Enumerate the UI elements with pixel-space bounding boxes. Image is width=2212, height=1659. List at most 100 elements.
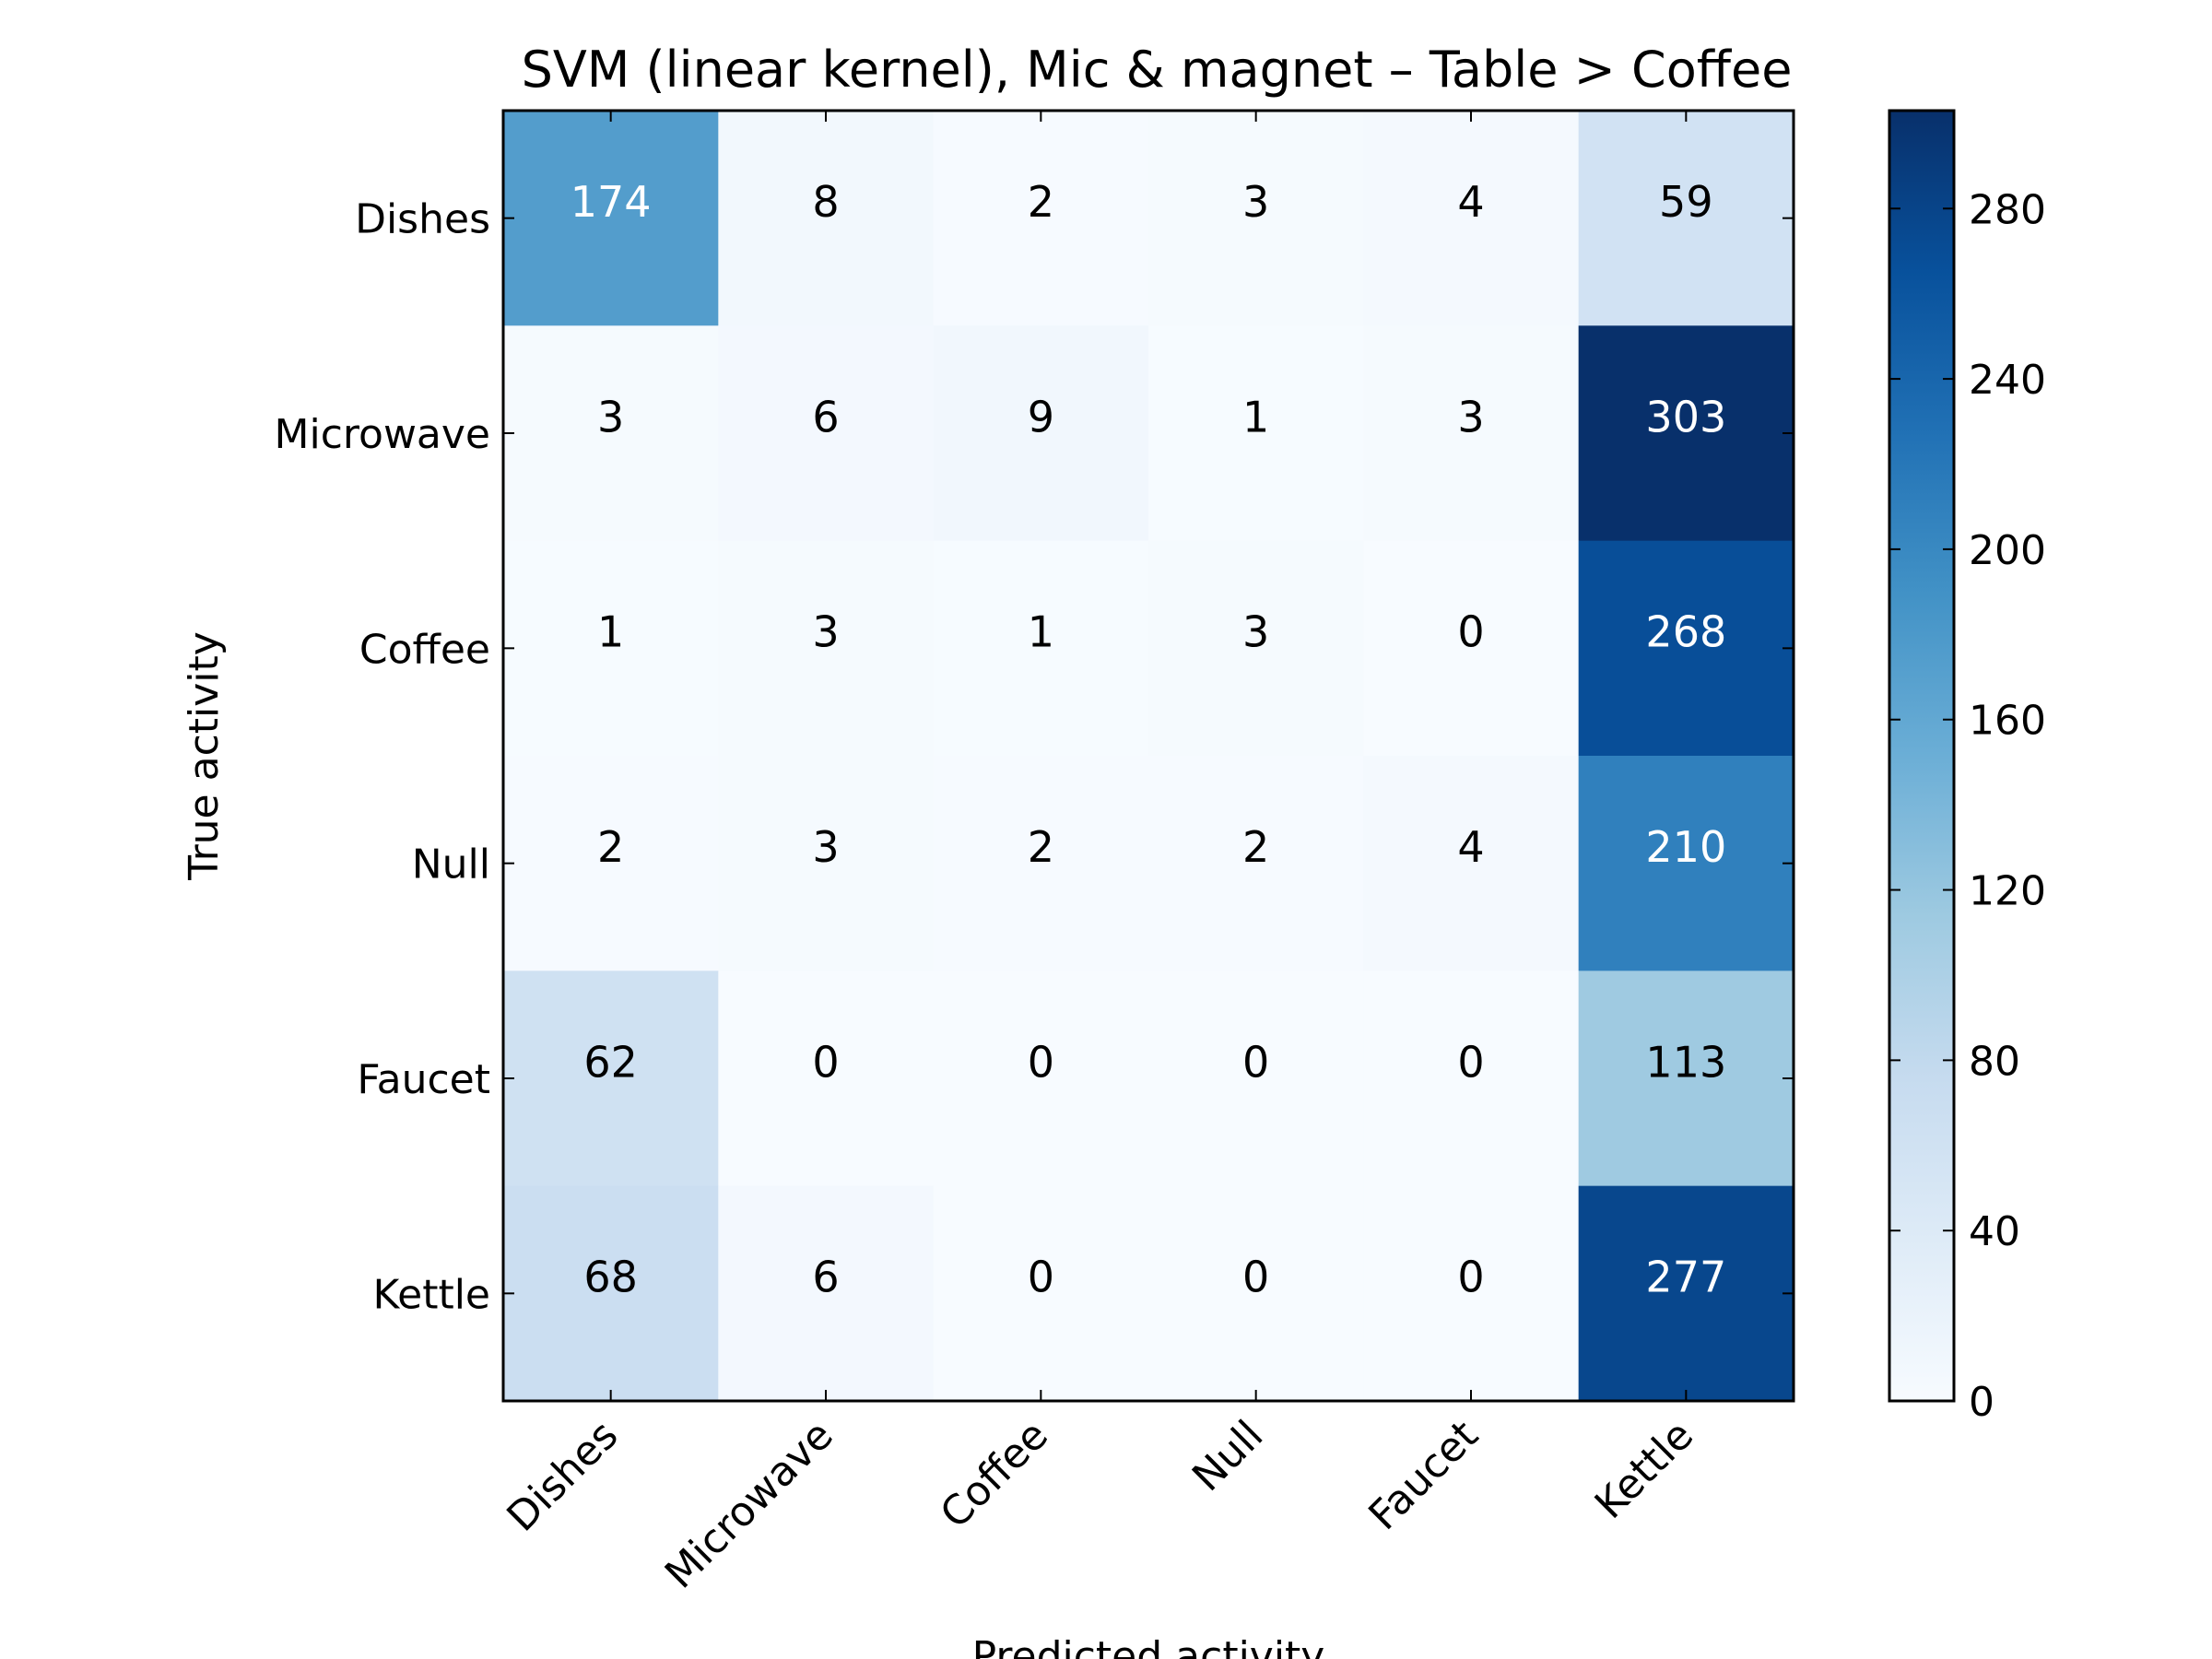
colorbar-gradient [1888,109,1956,1403]
colorbar-tick-label: 280 [1969,186,2046,233]
cell-value-label: 113 [1645,1037,1726,1087]
cell-value-label: 0 [1028,1253,1054,1302]
y-axis-ticks: Dishes Microwave Coffee Null Faucet Kettle [275,196,1794,1318]
heatmap-cell [503,971,719,1187]
cell-value-label: 3 [1457,392,1484,441]
cell-value-label: 210 [1645,822,1726,872]
colorbar: 0 40 80 120 160 200 240 280 [1888,109,2046,1426]
cell-value-label: 1 [1242,392,1269,441]
cell-value-label: 68 [583,1253,638,1302]
cell-value-label: 2 [1028,177,1054,227]
heatmap-cell [1363,971,1580,1187]
heatmap-cell [1578,540,1794,757]
heatmap-cell [1148,540,1364,757]
chart-title: SVM (linear kernel), Mic & magnet – Tabl… [522,41,1793,99]
cell-value-label: 62 [583,1037,638,1087]
heatmap-cell [1578,325,1794,542]
heatmap-cell [503,540,719,757]
cell-value-label: 2 [1242,822,1269,872]
y-axis-label: True activity [181,631,228,881]
x-tick-label: Null [1183,1412,1272,1500]
heatmap-cell [1148,756,1364,971]
x-tick-label: Dishes [498,1412,627,1541]
cell-value-label: 0 [812,1037,839,1087]
cell-value-label: 0 [1457,607,1484,657]
heatmap-cell [933,1185,1149,1402]
cell-value-label: 174 [571,177,652,227]
heatmap-cells [503,111,1794,1402]
heatmap-cell [718,325,935,542]
heatmap-cell [1148,1185,1364,1402]
heatmap-cell [1148,111,1364,326]
cell-value-label: 2 [597,822,624,872]
plot-frame [501,109,1795,1403]
heatmap-cell [1363,325,1580,542]
cell-value-label: 8 [812,177,839,227]
y-tick-label: Kettle [372,1271,490,1318]
heatmap-cell [933,756,1149,971]
cell-value-label: 0 [1242,1037,1269,1087]
cell-value-label: 303 [1645,392,1726,441]
heatmap-cell [1363,540,1580,757]
x-tick-label: Coffee [932,1412,1058,1538]
heatmap-cell [1578,111,1794,326]
heatmap-cell [933,971,1149,1187]
heatmap-cell [1363,756,1580,971]
cell-value-labels: 174 8 2 3 4 59 3 6 9 1 3 303 1 3 1 3 0 268 2 3 2 2 4 210 62 0 0 0 0 1… [571,177,1726,1302]
cell-value-label: 1 [597,607,624,657]
cell-value-label: 0 [1028,1037,1054,1087]
heatmap-cell [1578,1185,1794,1402]
heatmap-cell [1578,756,1794,971]
cell-value-label: 2 [1028,822,1054,872]
cell-value-label: 6 [812,392,839,441]
colorbar-tick-label: 80 [1969,1038,2020,1085]
y-tick-label: Dishes [355,196,490,243]
heatmap-cell [503,1185,719,1402]
y-tick-label: Microwave [275,411,490,458]
heatmap-cell [1148,971,1364,1187]
y-tick-label: Faucet [357,1056,490,1103]
heatmap-cell [718,111,935,326]
cell-value-label: 4 [1457,822,1484,872]
cell-value-label: 277 [1645,1253,1726,1302]
colorbar-tick-label: 40 [1969,1208,2020,1255]
heatmap-cell [933,540,1149,757]
heatmap-cell [933,111,1149,326]
cell-value-label: 3 [597,392,624,441]
cell-value-label: 3 [1242,177,1269,227]
cell-value-label: 3 [812,607,839,657]
heatmap-cell [718,540,935,757]
heatmap-cell [1363,111,1580,326]
cell-value-label: 3 [1242,607,1269,657]
cell-value-label: 0 [1242,1253,1269,1302]
x-axis-label: Predicted activity [972,1633,1325,1659]
heatmap-cell [718,971,935,1187]
y-tick-label: Coffee [359,626,490,673]
heatmap-cell [503,111,719,326]
colorbar-ticks: 0 40 80 120 160 200 240 280 [1889,186,2046,1426]
heatmap-cell [933,325,1149,542]
heatmap-cell [503,756,719,971]
x-tick-label: Faucet [1359,1412,1487,1539]
colorbar-tick-label: 200 [1969,527,2046,574]
cell-value-label: 0 [1457,1037,1484,1087]
cell-value-label: 9 [1028,392,1054,441]
colorbar-tick-label: 240 [1969,357,2046,404]
heatmap-cell [718,756,935,971]
heatmap-cell [718,1185,935,1402]
cell-value-label: 268 [1645,607,1726,657]
heatmap-cell [1578,971,1794,1187]
cell-value-label: 3 [812,822,839,872]
y-tick-label: Null [412,841,490,888]
colorbar-tick-label: 0 [1969,1379,1994,1426]
cell-value-label: 1 [1028,607,1054,657]
colorbar-tick-label: 120 [1969,868,2046,915]
cell-value-label: 0 [1457,1253,1484,1302]
cell-value-label: 6 [812,1253,839,1302]
cell-value-label: 4 [1457,177,1484,227]
colorbar-tick-label: 160 [1969,698,2046,745]
heatmap-cell [503,325,719,542]
x-tick-label: Microwave [656,1412,842,1598]
x-tick-label: Kettle [1586,1412,1702,1528]
